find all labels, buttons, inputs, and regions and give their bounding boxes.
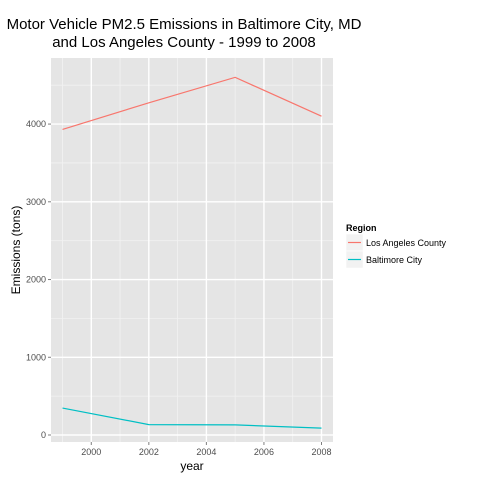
y-tick-label: 3000 <box>26 197 46 207</box>
x-axis-label: year <box>180 459 203 473</box>
plot-panel <box>51 58 333 442</box>
x-tick-label: 2000 <box>81 447 101 457</box>
x-tick-label: 2006 <box>254 447 274 457</box>
chart-title-line2: and Los Angeles County - 1999 to 2008 <box>52 34 316 51</box>
chart-title-line1: Motor Vehicle PM2.5 Emissions in Baltimo… <box>7 16 362 33</box>
y-tick-label: 1000 <box>26 352 46 362</box>
x-axis-ticks: 2000 2002 2004 2006 2008 <box>81 442 332 457</box>
y-axis-label: Emissions (tons) <box>9 206 23 295</box>
legend-label-1: Baltimore City <box>366 255 423 265</box>
y-tick-label: 4000 <box>26 119 46 129</box>
grid-major <box>51 58 333 442</box>
series-line-1 <box>62 407 322 429</box>
y-axis-ticks: 0 1000 2000 3000 4000 <box>26 119 51 440</box>
legend-title: Region <box>346 223 377 233</box>
x-tick-label: 2002 <box>139 447 159 457</box>
legend-label-0: Los Angeles County <box>366 238 447 248</box>
x-tick-label: 2004 <box>196 447 216 457</box>
y-tick-label: 0 <box>41 430 46 440</box>
legend-items: Los Angeles County Baltimore City <box>345 233 447 269</box>
series-layer <box>62 76 322 429</box>
legend: Region Los Angeles County Baltimore City <box>345 223 447 269</box>
x-tick-label: 2008 <box>311 447 331 457</box>
grid-minor <box>51 58 333 442</box>
series-line-0 <box>62 76 322 131</box>
y-tick-label: 2000 <box>26 275 46 285</box>
